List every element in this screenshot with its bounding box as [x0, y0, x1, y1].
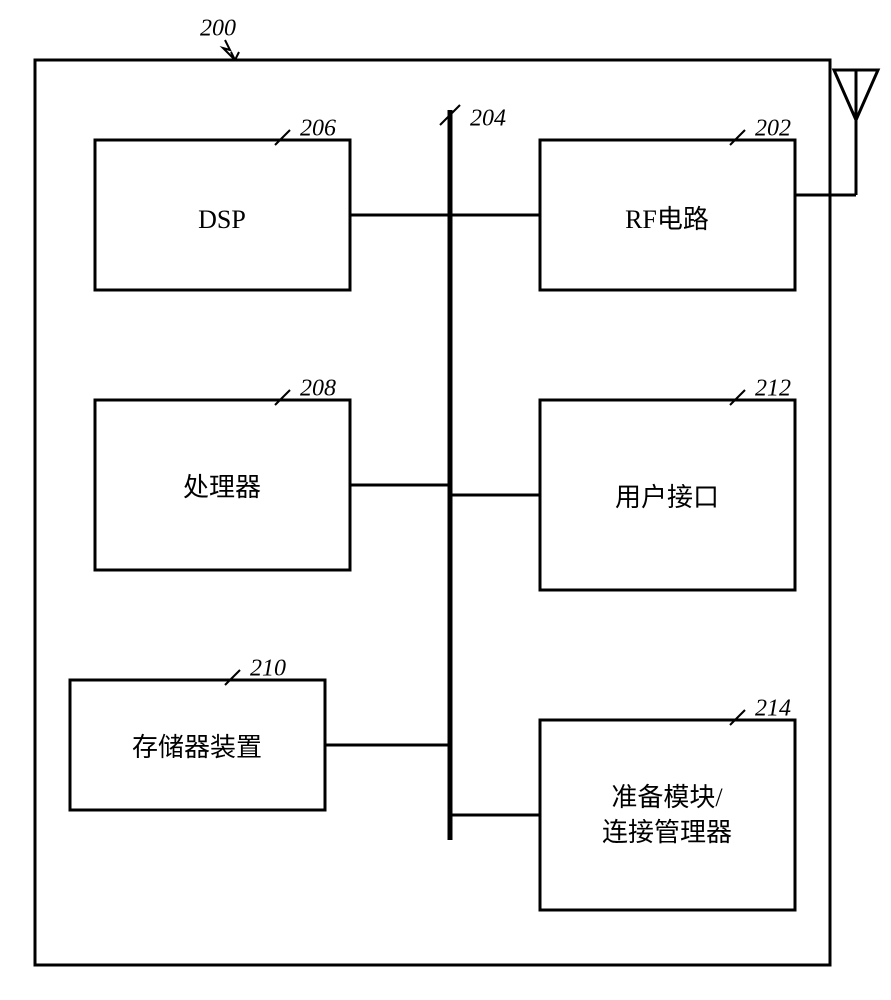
block-processor-label: 处理器 — [183, 473, 261, 502]
block-rf-label: RF电路 — [625, 205, 709, 234]
block-memory-label: 存储器装置 — [132, 733, 262, 762]
ref-214: 214 — [755, 696, 791, 722]
ref-208: 208 — [300, 376, 336, 402]
block-prep-box — [540, 720, 795, 910]
ref-200: 200 — [200, 16, 236, 42]
ref-210: 210 — [250, 656, 286, 682]
ref-212: 212 — [755, 376, 791, 402]
block-prep-label2: 连接管理器 — [602, 818, 732, 847]
ref-202: 202 — [755, 116, 791, 142]
block-ui-label: 用户接口 — [615, 483, 719, 512]
ref-206: 206 — [300, 116, 336, 142]
block-dsp-label: DSP — [198, 205, 246, 234]
block-prep-label: 准备模块/ — [611, 783, 723, 812]
ref-204: 204 — [470, 106, 506, 132]
